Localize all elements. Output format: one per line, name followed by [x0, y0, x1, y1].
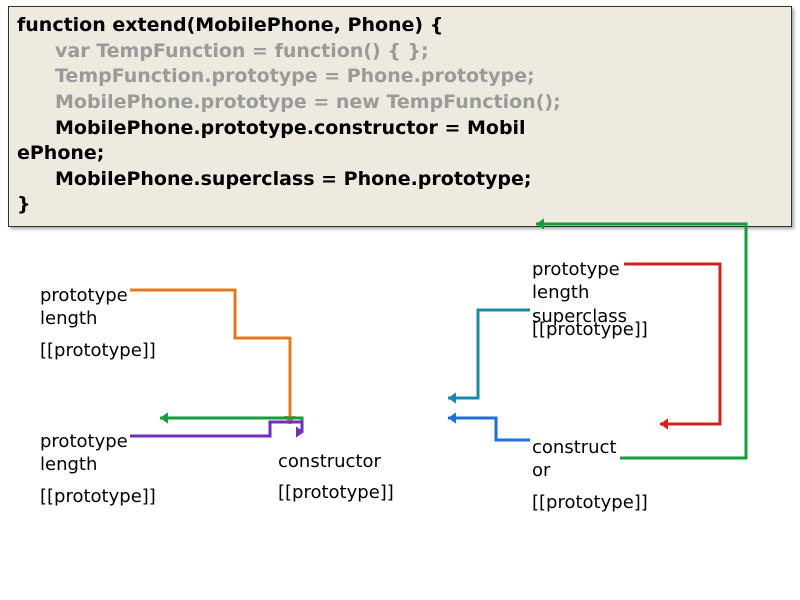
node-label: prototype: [532, 258, 648, 281]
diagram-node: prototypelength [[prototype]]: [40, 430, 156, 508]
connector-arrow: [448, 392, 456, 403]
connector-arrow: [296, 426, 304, 437]
node-label: length: [40, 453, 156, 476]
node-label: prototype: [40, 430, 156, 453]
diagram-node: prototypelength [[prototype]]: [40, 284, 156, 362]
code-line: var TempFunction = function() { };: [17, 39, 783, 65]
connector-arrow: [536, 218, 544, 229]
node-proto-label: [[prototype]]: [532, 318, 648, 341]
connector-line: [448, 418, 530, 440]
diagram-node: prototypelengthsuperclass[[prototype]]: [532, 258, 648, 342]
connector-arrow: [160, 412, 168, 423]
node-proto-label: [[prototype]]: [40, 339, 156, 362]
code-line: MobilePhone.superclass = Phone.prototype…: [17, 167, 783, 193]
code-line: ePhone;: [17, 141, 783, 167]
connector-arrow: [284, 416, 295, 424]
connector-arrow: [660, 418, 668, 429]
code-line: MobilePhone.prototype = new TempFunction…: [17, 90, 783, 116]
code-block: function extend(MobilePhone, Phone) {var…: [8, 6, 792, 227]
connector-line: [160, 418, 302, 430]
diagram-node: constructor [[prototype]]: [532, 436, 648, 514]
node-proto-label: [[prototype]]: [40, 485, 156, 508]
node-label: length: [40, 307, 156, 330]
code-line: TempFunction.prototype = Phone.prototype…: [17, 64, 783, 90]
node-label: or: [532, 459, 648, 482]
prototype-diagram: prototypelength[[prototype]]prototypelen…: [0, 200, 800, 600]
node-label: construct: [532, 436, 648, 459]
connector-arrow: [448, 412, 456, 423]
diagram-connectors: [0, 200, 800, 600]
node-proto-label: [[prototype]]: [532, 491, 648, 514]
node-label: prototype: [40, 284, 156, 307]
node-label: constructor: [278, 450, 394, 473]
diagram-node: constructor [[prototype]]: [278, 450, 394, 505]
node-proto-label: [[prototype]]: [278, 481, 394, 504]
code-line: MobilePhone.prototype.constructor = Mobi…: [17, 116, 783, 142]
code-line: function extend(MobilePhone, Phone) {: [17, 13, 783, 39]
connector-line: [448, 310, 530, 398]
node-label: length: [532, 281, 648, 304]
